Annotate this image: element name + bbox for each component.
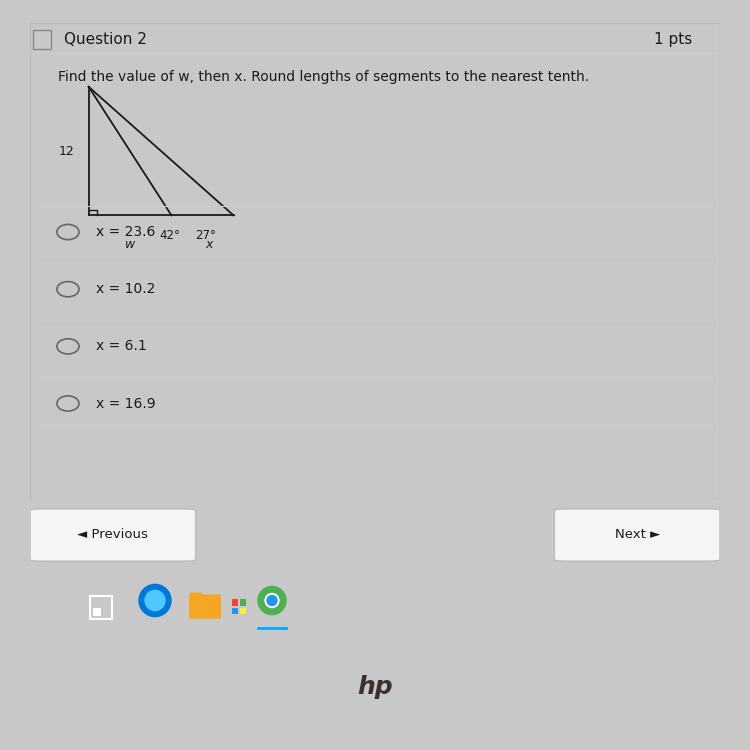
- Bar: [34, 30, 51, 49]
- FancyBboxPatch shape: [189, 595, 221, 619]
- Text: w: w: [125, 238, 135, 251]
- Text: Find the value of w, then x. Round lengths of segments to the nearest tenth.: Find the value of w, then x. Round lengt…: [58, 70, 589, 84]
- Text: x = 16.9: x = 16.9: [95, 397, 155, 410]
- Circle shape: [258, 586, 286, 614]
- FancyBboxPatch shape: [30, 509, 196, 561]
- Circle shape: [267, 596, 277, 605]
- Bar: [93, 608, 101, 616]
- Text: hp: hp: [357, 675, 393, 699]
- Bar: [240, 608, 246, 613]
- Bar: [240, 599, 246, 605]
- Circle shape: [139, 584, 171, 616]
- Text: x: x: [206, 238, 213, 251]
- Text: x = 23.6: x = 23.6: [95, 225, 155, 239]
- Bar: [232, 608, 238, 613]
- Text: x = 10.2: x = 10.2: [95, 282, 155, 296]
- Text: 42°: 42°: [159, 229, 180, 242]
- Text: Next ►: Next ►: [614, 528, 660, 541]
- Text: Question 2: Question 2: [64, 32, 147, 46]
- Text: 1 pts: 1 pts: [654, 32, 692, 46]
- FancyBboxPatch shape: [190, 592, 202, 598]
- Circle shape: [145, 590, 165, 610]
- Text: ◄ Previous: ◄ Previous: [77, 528, 148, 541]
- FancyBboxPatch shape: [554, 509, 720, 561]
- Circle shape: [265, 593, 279, 608]
- Text: 27°: 27°: [196, 229, 217, 242]
- Bar: [90, 596, 112, 619]
- Bar: [232, 599, 238, 605]
- Text: 12: 12: [59, 145, 75, 158]
- Text: x = 6.1: x = 6.1: [95, 339, 146, 353]
